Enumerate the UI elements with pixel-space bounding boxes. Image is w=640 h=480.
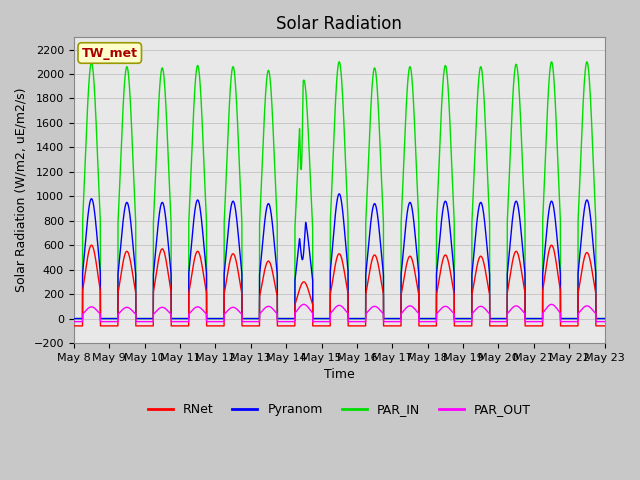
- Line: PAR_OUT: PAR_OUT: [74, 304, 605, 322]
- PAR_OUT: [319, 319, 327, 324]
- Line: Pyranom: Pyranom: [74, 194, 605, 319]
- Pyranom: [335, 191, 343, 197]
- PAR_IN: [319, 316, 327, 322]
- Pyranom: [488, 316, 496, 322]
- PAR_OUT: [300, 301, 308, 307]
- Pyranom: [165, 251, 173, 257]
- Line: RNet: RNet: [74, 245, 605, 326]
- Y-axis label: Solar Radiation (W/m2, uE/m2/s): Solar Radiation (W/m2, uE/m2/s): [15, 88, 28, 292]
- PAR_IN: [458, 316, 466, 322]
- RNet: [601, 323, 609, 329]
- RNet: [88, 242, 95, 248]
- PAR_OUT: [70, 319, 77, 324]
- PAR_OUT: [601, 319, 609, 324]
- Pyranom: [600, 316, 608, 322]
- Pyranom: [319, 316, 327, 322]
- PAR_IN: [165, 176, 173, 181]
- Legend: RNet, Pyranom, PAR_IN, PAR_OUT: RNet, Pyranom, PAR_IN, PAR_OUT: [143, 398, 536, 421]
- PAR_OUT: [488, 319, 496, 324]
- Pyranom: [458, 316, 466, 322]
- PAR_OUT: [429, 319, 436, 324]
- RNet: [429, 323, 436, 329]
- PAR_IN: [70, 316, 77, 322]
- RNet: [600, 323, 608, 329]
- Pyranom: [70, 316, 77, 322]
- X-axis label: Time: Time: [324, 368, 355, 381]
- PAR_IN: [601, 316, 609, 322]
- Line: PAR_IN: PAR_IN: [74, 62, 605, 319]
- Pyranom: [601, 316, 609, 322]
- PAR_IN: [488, 316, 496, 322]
- RNet: [319, 323, 327, 329]
- RNet: [70, 323, 77, 329]
- Pyranom: [429, 316, 436, 322]
- PAR_OUT: [600, 319, 608, 324]
- PAR_IN: [429, 316, 436, 322]
- PAR_IN: [335, 59, 343, 65]
- RNet: [458, 323, 466, 329]
- RNet: [165, 277, 173, 283]
- RNet: [488, 323, 496, 329]
- PAR_OUT: [458, 319, 466, 324]
- Text: TW_met: TW_met: [82, 47, 138, 60]
- PAR_IN: [600, 316, 608, 322]
- Title: Solar Radiation: Solar Radiation: [276, 15, 402, 33]
- PAR_OUT: [165, 310, 173, 315]
